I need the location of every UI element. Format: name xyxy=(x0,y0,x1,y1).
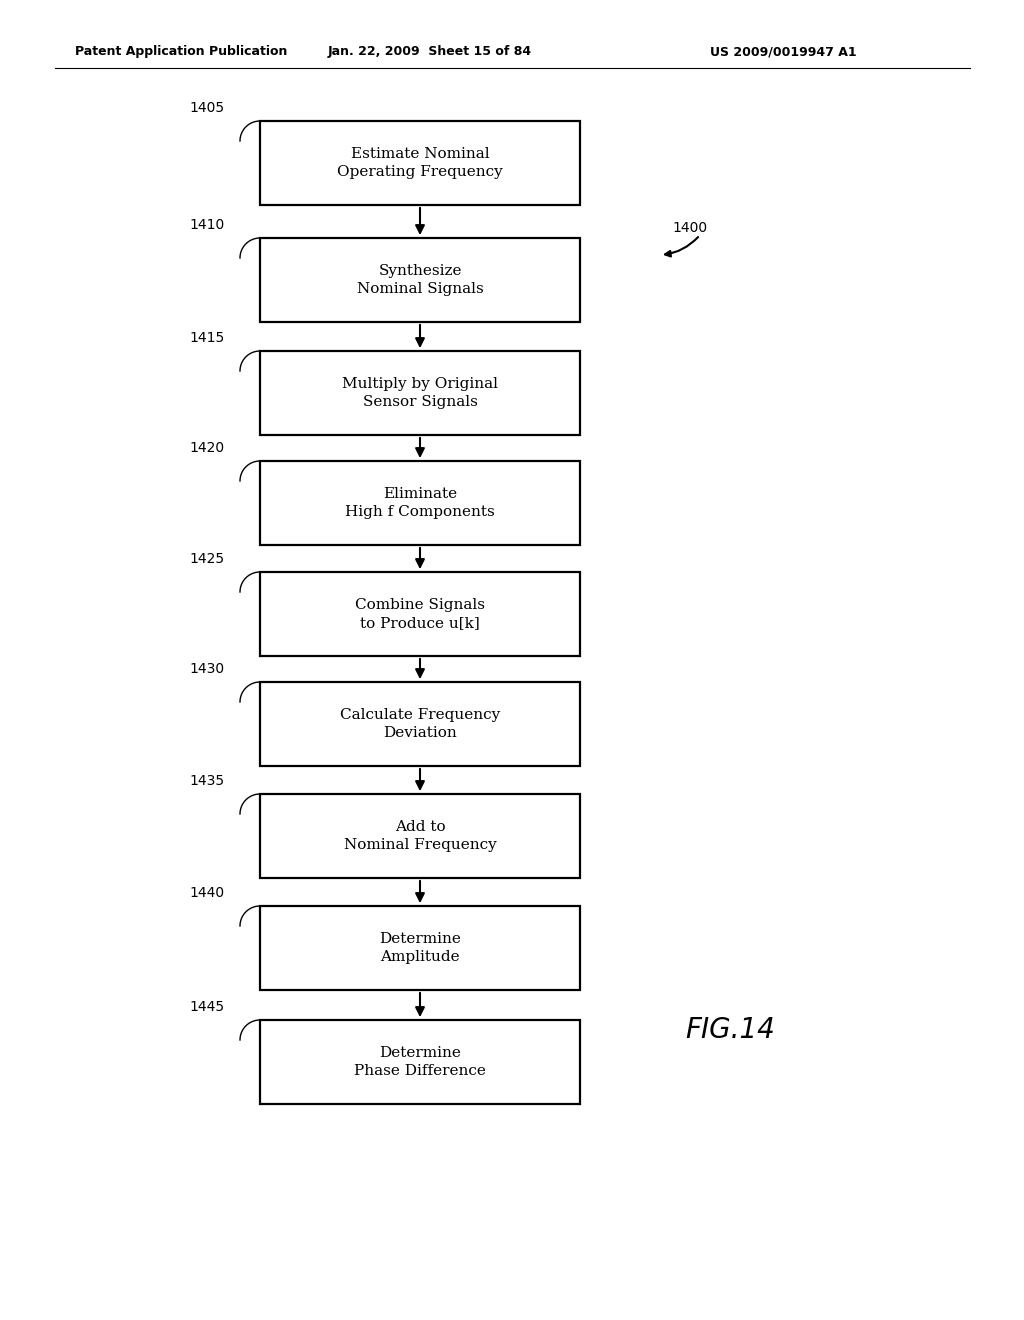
Text: 1415: 1415 xyxy=(189,331,225,345)
Text: 1430: 1430 xyxy=(189,663,225,676)
Text: Calculate Frequency
Deviation: Calculate Frequency Deviation xyxy=(340,708,500,741)
Text: Jan. 22, 2009  Sheet 15 of 84: Jan. 22, 2009 Sheet 15 of 84 xyxy=(328,45,532,58)
Text: FIG.14: FIG.14 xyxy=(685,1016,775,1044)
Bar xyxy=(260,682,580,766)
Text: 1410: 1410 xyxy=(189,218,225,232)
Bar xyxy=(260,906,580,990)
Bar xyxy=(260,238,580,322)
Text: 1445: 1445 xyxy=(189,1001,225,1014)
Text: US 2009/0019947 A1: US 2009/0019947 A1 xyxy=(710,45,857,58)
Bar xyxy=(260,795,580,878)
Bar xyxy=(260,461,580,545)
Bar xyxy=(260,572,580,656)
Text: 1425: 1425 xyxy=(189,552,225,566)
Text: 1435: 1435 xyxy=(189,774,225,788)
Text: Add to
Nominal Frequency: Add to Nominal Frequency xyxy=(344,820,497,853)
Text: 1400: 1400 xyxy=(672,220,708,235)
Text: 1420: 1420 xyxy=(189,441,225,455)
Text: Combine Signals
to Produce u[k]: Combine Signals to Produce u[k] xyxy=(355,598,485,630)
Text: 1440: 1440 xyxy=(189,886,225,900)
Text: Determine
Amplitude: Determine Amplitude xyxy=(379,932,461,964)
Text: Eliminate
High f Components: Eliminate High f Components xyxy=(345,487,495,519)
Text: Determine
Phase Difference: Determine Phase Difference xyxy=(354,1045,486,1078)
Bar xyxy=(260,121,580,205)
Bar xyxy=(260,1020,580,1104)
Text: Multiply by Original
Sensor Signals: Multiply by Original Sensor Signals xyxy=(342,376,498,409)
Bar xyxy=(260,351,580,436)
Text: Estimate Nominal
Operating Frequency: Estimate Nominal Operating Frequency xyxy=(337,147,503,180)
Text: Patent Application Publication: Patent Application Publication xyxy=(75,45,288,58)
Text: 1405: 1405 xyxy=(189,102,225,115)
Text: Synthesize
Nominal Signals: Synthesize Nominal Signals xyxy=(356,264,483,296)
